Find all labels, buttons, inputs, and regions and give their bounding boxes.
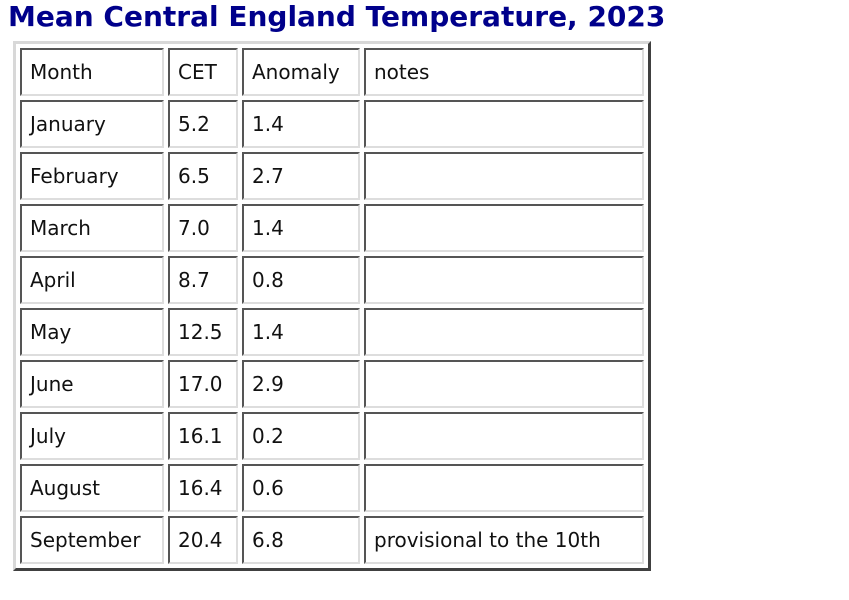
page-title: Mean Central England Temperature, 2023 bbox=[8, 0, 666, 33]
cet-cell: 6.5 bbox=[168, 152, 238, 200]
month-cell: June bbox=[20, 360, 164, 408]
month-cell: September bbox=[20, 516, 164, 564]
anomaly-cell: 1.4 bbox=[242, 100, 360, 148]
table-row: May 12.5 1.4 bbox=[20, 308, 644, 356]
table-row: July 16.1 0.2 bbox=[20, 412, 644, 460]
table-row: June 17.0 2.9 bbox=[20, 360, 644, 408]
month-cell: April bbox=[20, 256, 164, 304]
month-cell: March bbox=[20, 204, 164, 252]
header-month: Month bbox=[20, 48, 164, 96]
notes-cell bbox=[364, 308, 644, 356]
table-row: August 16.4 0.6 bbox=[20, 464, 644, 512]
header-cet: CET bbox=[168, 48, 238, 96]
anomaly-cell: 2.9 bbox=[242, 360, 360, 408]
anomaly-cell: 1.4 bbox=[242, 204, 360, 252]
cet-table: Month CET Anomaly notes January 5.2 1.4 Feb… bbox=[13, 41, 651, 571]
notes-cell bbox=[364, 152, 644, 200]
header-notes: notes bbox=[364, 48, 644, 96]
anomaly-cell: 0.6 bbox=[242, 464, 360, 512]
cet-cell: 7.0 bbox=[168, 204, 238, 252]
notes-cell bbox=[364, 100, 644, 148]
month-cell: February bbox=[20, 152, 164, 200]
notes-cell bbox=[364, 360, 644, 408]
notes-cell bbox=[364, 412, 644, 460]
anomaly-cell: 1.4 bbox=[242, 308, 360, 356]
table-row: April 8.7 0.8 bbox=[20, 256, 644, 304]
anomaly-cell: 0.8 bbox=[242, 256, 360, 304]
anomaly-cell: 0.2 bbox=[242, 412, 360, 460]
header-anomaly: Anomaly bbox=[242, 48, 360, 96]
anomaly-cell: 2.7 bbox=[242, 152, 360, 200]
table-header-row: Month CET Anomaly notes bbox=[20, 48, 644, 96]
month-cell: August bbox=[20, 464, 164, 512]
table-row: March 7.0 1.4 bbox=[20, 204, 644, 252]
notes-cell bbox=[364, 204, 644, 252]
cet-cell: 20.4 bbox=[168, 516, 238, 564]
cet-cell: 17.0 bbox=[168, 360, 238, 408]
notes-cell: provisional to the 10th bbox=[364, 516, 644, 564]
month-cell: July bbox=[20, 412, 164, 460]
notes-cell bbox=[364, 464, 644, 512]
month-cell: May bbox=[20, 308, 164, 356]
cet-cell: 16.4 bbox=[168, 464, 238, 512]
table-row: January 5.2 1.4 bbox=[20, 100, 644, 148]
table-row: February 6.5 2.7 bbox=[20, 152, 644, 200]
anomaly-cell: 6.8 bbox=[242, 516, 360, 564]
notes-cell bbox=[364, 256, 644, 304]
cet-cell: 12.5 bbox=[168, 308, 238, 356]
table-row: September 20.4 6.8 provisional to the 10th bbox=[20, 516, 644, 564]
cet-cell: 16.1 bbox=[168, 412, 238, 460]
cet-cell: 8.7 bbox=[168, 256, 238, 304]
cet-cell: 5.2 bbox=[168, 100, 238, 148]
month-cell: January bbox=[20, 100, 164, 148]
